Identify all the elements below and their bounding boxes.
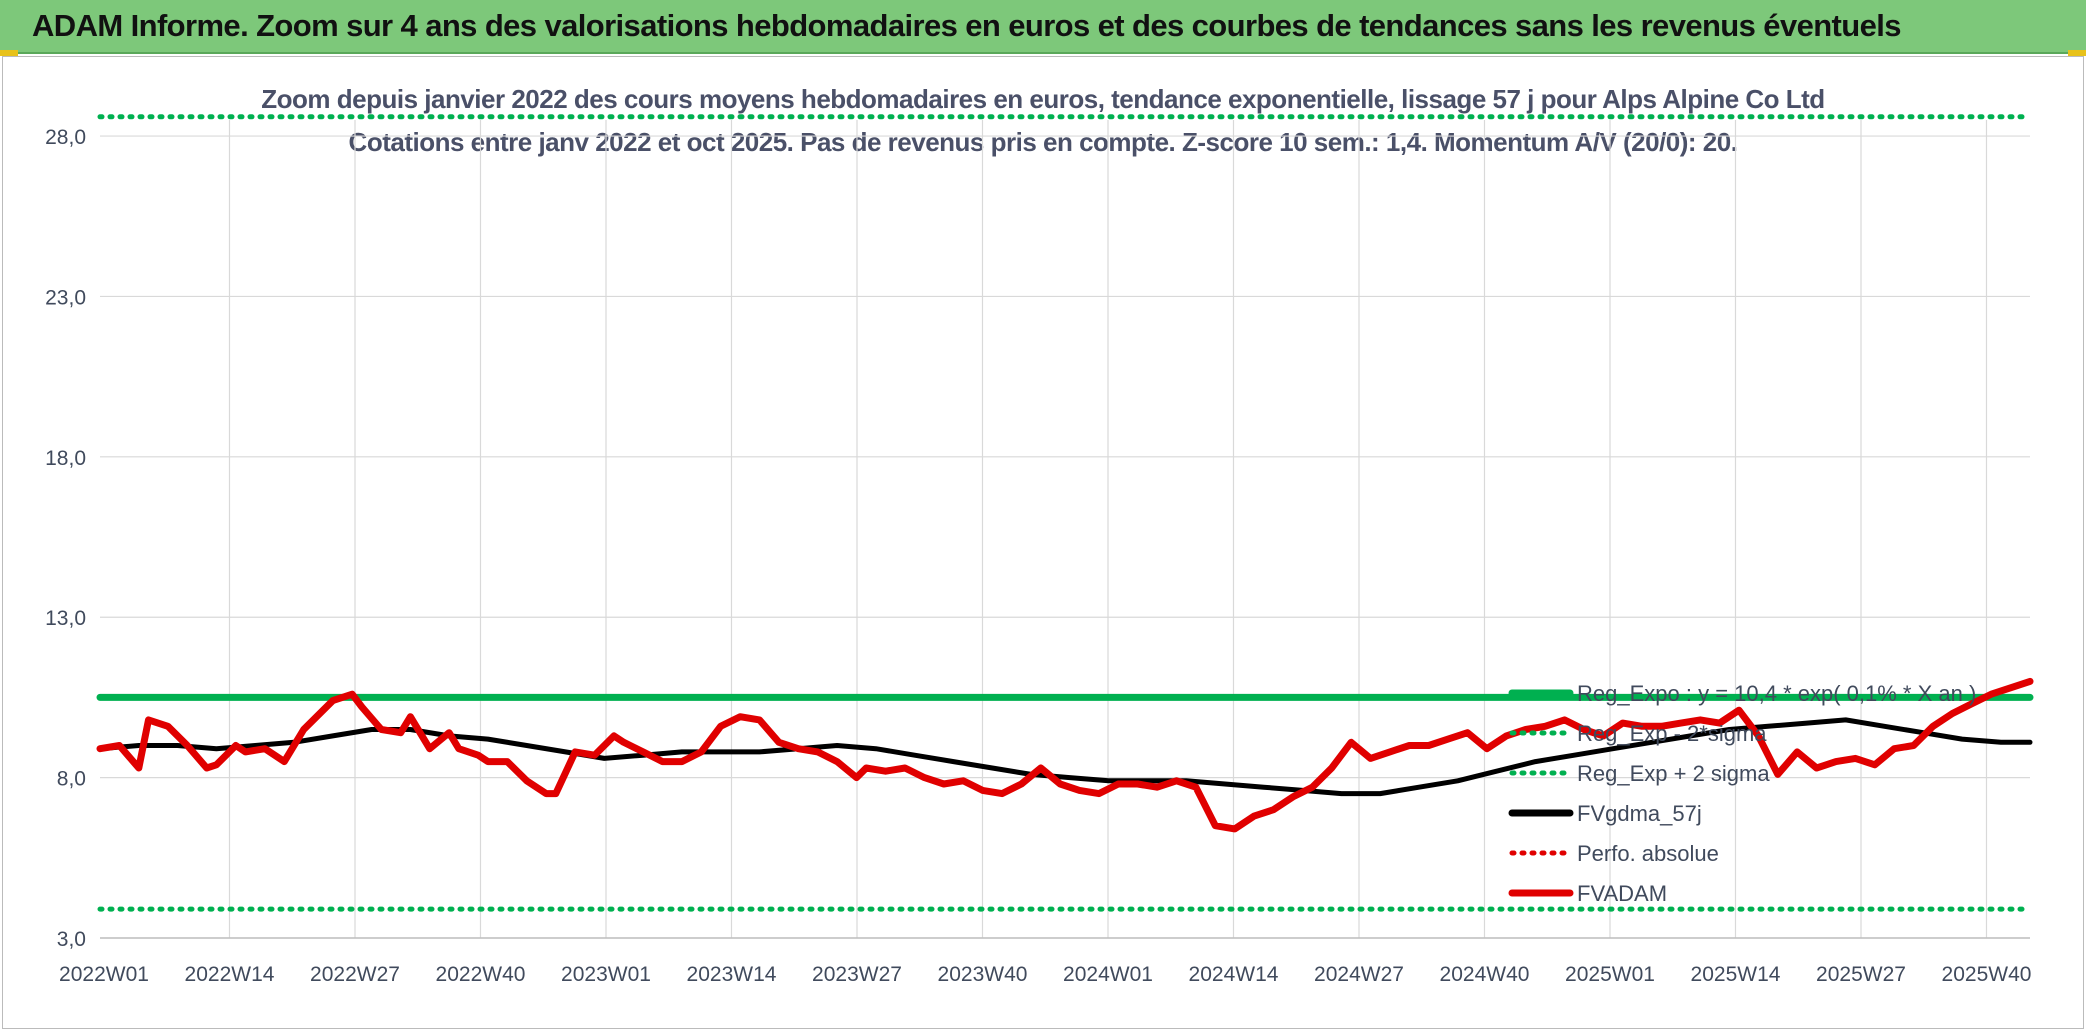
legend-label: Perfo. absolue (1577, 841, 1719, 866)
legend-label: FVADAM (1577, 881, 1667, 906)
x-tick-label: 2024W14 (1189, 963, 1279, 986)
x-tick-label: 2022W27 (310, 963, 400, 986)
x-tick-label: 2022W40 (436, 963, 526, 986)
y-tick-label: 8,0 (57, 768, 86, 791)
y-tick-label: 13,0 (45, 607, 86, 630)
x-tick-label: 2025W27 (1816, 963, 1906, 986)
y-tick-label: 28,0 (45, 126, 86, 149)
banner-accent-right (2068, 50, 2086, 56)
legend-label: Reg_Exp - 2*sigma (1577, 721, 1767, 746)
legend-label: Reg_Expo : y = 10,4 * exp( 0,1% * X an ) (1577, 681, 1976, 706)
chart-subtitle: Cotations entre janv 2022 et oct 2025. P… (348, 127, 1738, 157)
x-tick-label: 2025W01 (1565, 963, 1655, 986)
chart-title: Zoom depuis janvier 2022 des cours moyen… (261, 84, 1825, 114)
x-tick-label: 2024W01 (1063, 963, 1153, 986)
x-tick-label: 2023W40 (938, 963, 1028, 986)
x-tick-label: 2024W27 (1314, 963, 1404, 986)
banner-accent-left (0, 50, 18, 56)
x-tick-label: 2023W27 (812, 963, 902, 986)
x-tick-label: 2024W40 (1440, 963, 1530, 986)
report-banner: ADAM Informe. Zoom sur 4 ans des valoris… (0, 0, 2086, 54)
y-tick-label: 23,0 (45, 286, 86, 309)
banner-title: ADAM Informe. Zoom sur 4 ans des valoris… (32, 8, 1902, 43)
y-tick-label: 3,0 (57, 928, 86, 951)
x-tick-label: 2023W01 (561, 963, 651, 986)
x-tick-label: 2023W14 (687, 963, 777, 986)
x-tick-label: 2025W14 (1691, 963, 1781, 986)
x-tick-label: 2022W01 (59, 963, 149, 986)
legend-label: FVgdma_57j (1577, 801, 1702, 826)
x-tick-label: 2022W14 (185, 963, 275, 986)
x-tick-label: 2025W40 (1942, 963, 2032, 986)
series-fvadam (96, 677, 2034, 833)
legend-label: Reg_Exp + 2 sigma (1577, 761, 1770, 786)
y-tick-label: 18,0 (45, 447, 86, 470)
chart-frame (2, 56, 2084, 1029)
